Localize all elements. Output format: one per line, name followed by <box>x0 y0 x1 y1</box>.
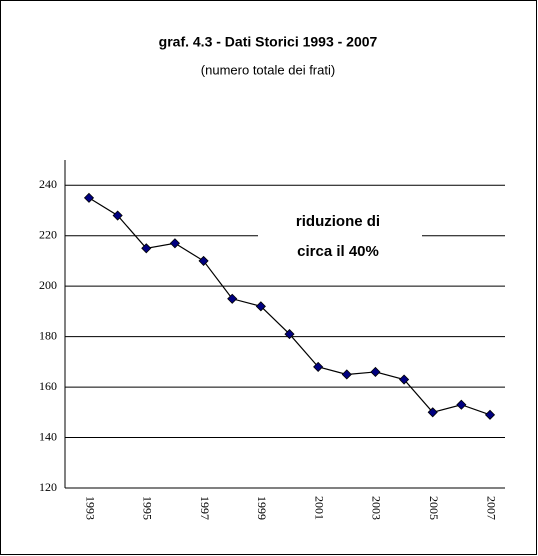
marker <box>198 255 209 266</box>
annotation-box <box>258 205 422 267</box>
y-tick-label: 220 <box>39 227 57 241</box>
y-tick-label: 240 <box>39 177 57 191</box>
marker <box>169 238 180 249</box>
marker <box>313 361 324 372</box>
marker <box>341 369 352 380</box>
marker <box>399 374 410 385</box>
x-tick-label: 1995 <box>141 496 155 520</box>
y-tick-label: 120 <box>39 480 57 494</box>
chart-title: graf. 4.3 - Dati Storici 1993 - 2007 <box>159 34 378 50</box>
marker <box>456 399 467 410</box>
annotation: riduzione di <box>296 213 380 230</box>
marker <box>141 243 152 254</box>
marker <box>427 407 438 418</box>
y-tick-label: 160 <box>39 379 57 393</box>
x-tick-label: 1997 <box>198 496 212 520</box>
marker <box>284 329 295 340</box>
x-tick-label: 2003 <box>370 496 384 520</box>
marker <box>227 293 238 304</box>
y-tick-label: 180 <box>39 328 57 342</box>
x-tick-label: 2001 <box>312 496 326 520</box>
y-tick-label: 200 <box>39 278 57 292</box>
marker <box>255 301 266 312</box>
x-tick-label: 2005 <box>427 496 441 520</box>
x-tick-label: 2007 <box>484 496 498 520</box>
marker <box>370 366 381 378</box>
annotation: circa il 40% <box>297 243 379 260</box>
chart-subtitle: (numero totale dei frati) <box>201 62 335 77</box>
marker <box>484 409 496 420</box>
x-tick-label: 1993 <box>83 496 97 520</box>
marker <box>83 192 95 203</box>
y-tick-label: 140 <box>39 429 57 443</box>
marker <box>112 210 123 221</box>
x-tick-label: 1999 <box>255 496 269 520</box>
